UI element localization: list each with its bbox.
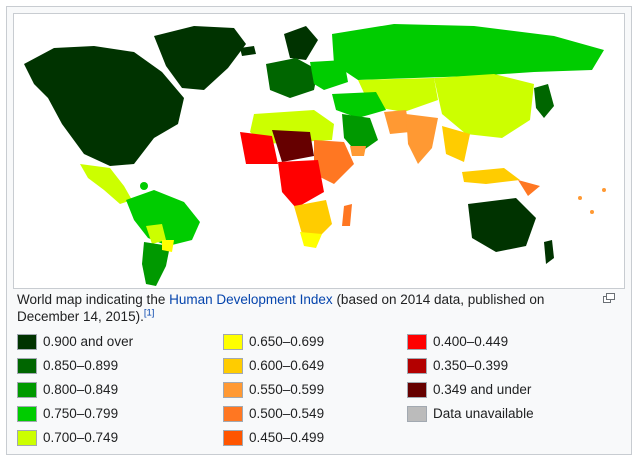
- region-central-africa: [278, 160, 324, 208]
- caption-suffix: (based on 2014 data, published on Decemb…: [17, 292, 545, 324]
- legend-label: Data unavailable: [433, 406, 534, 421]
- region-north-america: [24, 46, 184, 166]
- legend-swatch: [407, 357, 427, 374]
- legend-swatch: [223, 381, 243, 398]
- legend-item: 0.400–0.449: [407, 332, 508, 351]
- legend-swatch: [407, 333, 427, 350]
- caption-prefix: World map indicating the: [17, 292, 170, 307]
- legend-label: 0.600–0.649: [249, 358, 325, 373]
- legend-label: 0.700–0.749: [43, 430, 119, 445]
- legend-label: 0.900 and over: [43, 334, 134, 349]
- region-arabia: [342, 114, 378, 154]
- region-south-africa: [300, 232, 322, 248]
- legend-item: 0.350–0.399: [407, 356, 508, 375]
- legend-swatch: [407, 405, 427, 422]
- legend-swatch: [17, 357, 37, 374]
- region-madagascar: [342, 204, 352, 226]
- region-south-america-south: [142, 242, 170, 286]
- region-caribbean: [140, 182, 148, 190]
- region-india: [406, 114, 438, 164]
- region-yemen: [350, 146, 366, 156]
- region-russia: [332, 24, 604, 80]
- legend-item: 0.600–0.649: [223, 356, 324, 375]
- region-mexico: [80, 164, 132, 204]
- legend-item: 0.700–0.749: [17, 428, 118, 447]
- legend-swatch: [223, 357, 243, 374]
- legend-item: Data unavailable: [407, 404, 534, 423]
- region-scandinavia: [284, 26, 318, 60]
- region-southern-africa: [294, 200, 332, 242]
- region-new-zealand: [544, 240, 554, 264]
- legend-item: 0.850–0.899: [17, 356, 118, 375]
- legend-item: 0.450–0.499: [223, 428, 324, 447]
- legend-label: 0.450–0.499: [249, 430, 325, 445]
- region-north-africa: [250, 110, 334, 144]
- legend-item: 0.900 and over: [17, 332, 133, 351]
- region-china: [434, 74, 534, 138]
- region-paraguay: [162, 240, 174, 252]
- legend-swatch: [223, 333, 243, 350]
- region-bolivia: [146, 224, 166, 244]
- legend-swatch: [17, 333, 37, 350]
- world-map-svg: [14, 14, 624, 288]
- legend-label: 0.650–0.699: [249, 334, 325, 349]
- legend-label: 0.500–0.549: [249, 406, 325, 421]
- region-south-america-north: [126, 190, 200, 246]
- legend-item: 0.750–0.799: [17, 404, 118, 423]
- region-sahel: [272, 130, 314, 162]
- legend-label: 0.800–0.849: [43, 382, 119, 397]
- region-west-africa: [240, 132, 278, 164]
- legend-item: 0.650–0.699: [223, 332, 324, 351]
- legend-label: 0.750–0.799: [43, 406, 119, 421]
- region-iceland: [240, 46, 256, 56]
- legend-label: 0.400–0.449: [433, 334, 509, 349]
- region-pacific-islands: [578, 196, 582, 200]
- legend-label: 0.550–0.599: [249, 382, 325, 397]
- legend-swatch: [17, 381, 37, 398]
- reference-link[interactable]: [1]: [143, 307, 155, 319]
- legend-item: 0.550–0.599: [223, 380, 324, 399]
- region-turkey-iran: [332, 92, 386, 118]
- map-figure: World map indicating the Human Developme…: [6, 6, 632, 455]
- region-se-asia: [442, 126, 470, 162]
- legend-item: 0.349 and under: [407, 380, 531, 399]
- legend-item: 0.800–0.849: [17, 380, 118, 399]
- legend-label: 0.349 and under: [433, 382, 532, 397]
- region-greenland: [154, 26, 246, 90]
- legend-swatch: [17, 405, 37, 422]
- region-eastern-europe: [310, 60, 348, 90]
- hdi-link[interactable]: Human Development Index: [169, 292, 333, 307]
- region-papua: [518, 180, 540, 196]
- legend-label: 0.850–0.899: [43, 358, 119, 373]
- region-indonesia: [462, 168, 520, 184]
- map-caption: World map indicating the Human Developme…: [17, 291, 577, 325]
- legend-label: 0.350–0.399: [433, 358, 509, 373]
- region-korea-japan: [534, 84, 554, 118]
- legend-swatch: [223, 405, 243, 422]
- region-east-africa: [314, 140, 354, 184]
- legend-item: 0.500–0.549: [223, 404, 324, 423]
- magnify-clip-icon[interactable]: [603, 293, 615, 303]
- legend-swatch: [223, 429, 243, 446]
- legend-swatch: [407, 381, 427, 398]
- region-western-europe: [266, 58, 318, 98]
- legend-swatch: [17, 429, 37, 446]
- region-australia: [468, 198, 536, 252]
- world-map-image[interactable]: [13, 13, 625, 289]
- region-pakistan: [384, 110, 410, 134]
